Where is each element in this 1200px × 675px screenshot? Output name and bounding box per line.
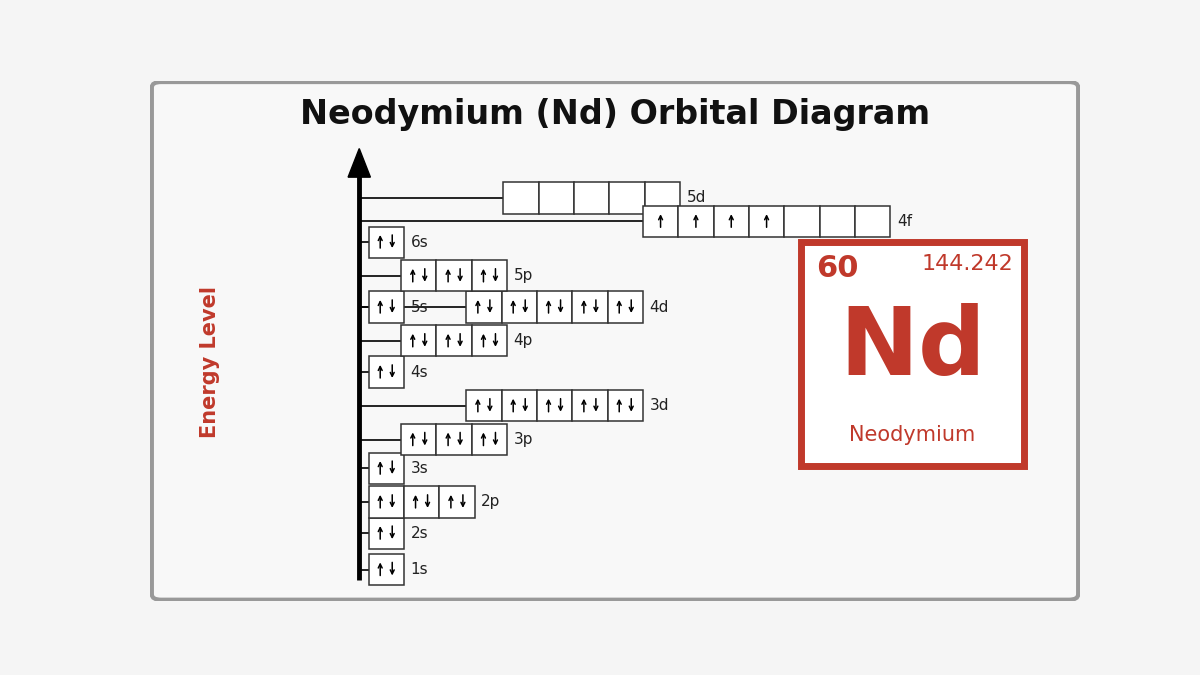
Text: 4p: 4p: [514, 333, 533, 348]
Bar: [572, 292, 607, 323]
Bar: [472, 325, 508, 356]
Bar: [539, 182, 574, 213]
Bar: [572, 390, 607, 421]
Text: 3s: 3s: [410, 461, 428, 476]
Bar: [802, 242, 1025, 466]
Bar: [714, 206, 749, 237]
Bar: [678, 206, 714, 237]
Text: 5p: 5p: [514, 269, 533, 284]
Bar: [368, 292, 404, 323]
Bar: [439, 487, 474, 518]
Bar: [368, 453, 404, 484]
Bar: [749, 206, 785, 237]
Bar: [368, 487, 404, 518]
Bar: [610, 182, 644, 213]
Bar: [785, 206, 820, 237]
Text: Nd: Nd: [839, 303, 986, 396]
Bar: [437, 325, 472, 356]
Bar: [502, 292, 536, 323]
Bar: [472, 424, 508, 455]
Text: 3p: 3p: [514, 432, 533, 447]
Bar: [854, 206, 890, 237]
Bar: [472, 261, 508, 292]
Polygon shape: [348, 148, 371, 177]
Bar: [607, 390, 643, 421]
Text: 5d: 5d: [686, 190, 706, 205]
Bar: [643, 206, 678, 237]
Bar: [467, 292, 502, 323]
Text: 4s: 4s: [410, 364, 428, 379]
Bar: [536, 292, 572, 323]
Text: 6s: 6s: [410, 235, 428, 250]
Bar: [437, 261, 472, 292]
Text: 144.242: 144.242: [922, 254, 1013, 273]
Bar: [467, 390, 502, 421]
Bar: [401, 424, 437, 455]
Text: 1s: 1s: [410, 562, 428, 577]
Text: Energy Level: Energy Level: [200, 286, 221, 437]
Bar: [607, 292, 643, 323]
Text: 2s: 2s: [410, 526, 428, 541]
Text: 2p: 2p: [481, 495, 500, 510]
FancyBboxPatch shape: [152, 82, 1078, 599]
Bar: [368, 554, 404, 585]
Text: 3d: 3d: [649, 398, 668, 413]
Bar: [644, 182, 680, 213]
Bar: [401, 261, 437, 292]
Bar: [802, 242, 1025, 466]
Bar: [368, 518, 404, 549]
Bar: [437, 424, 472, 455]
Text: Neodymium: Neodymium: [850, 425, 976, 445]
Bar: [502, 390, 536, 421]
Bar: [404, 487, 439, 518]
Text: 5s: 5s: [410, 300, 428, 315]
Bar: [820, 206, 854, 237]
Text: 60: 60: [816, 254, 858, 283]
Bar: [401, 325, 437, 356]
Text: 4f: 4f: [896, 214, 912, 229]
Bar: [536, 390, 572, 421]
Bar: [574, 182, 610, 213]
Text: Neodymium (Nd) Orbital Diagram: Neodymium (Nd) Orbital Diagram: [300, 99, 930, 131]
Bar: [504, 182, 539, 213]
Bar: [368, 227, 404, 258]
Bar: [368, 356, 404, 387]
Text: 4d: 4d: [649, 300, 668, 315]
